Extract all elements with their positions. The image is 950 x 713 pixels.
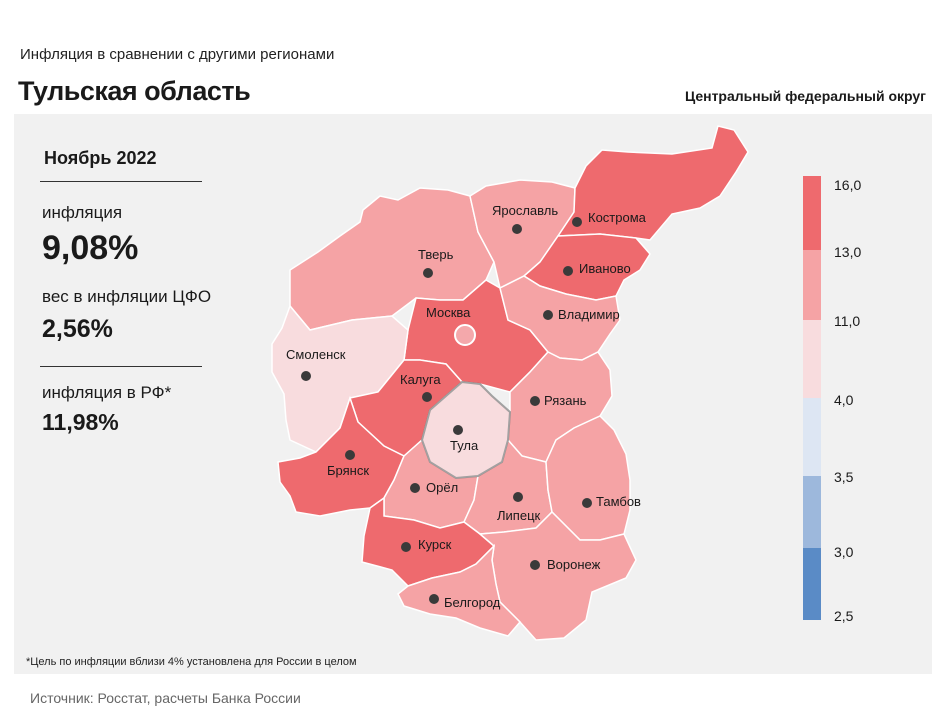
city-marker	[582, 498, 592, 508]
weight-value: 2,56%	[42, 315, 113, 343]
inflation-value: 9,08%	[42, 229, 139, 267]
city-label: Тверь	[418, 247, 454, 262]
rf-inflation-value: 11,98%	[42, 409, 119, 435]
city-label: Тамбов	[596, 494, 641, 509]
city-label: Белгород	[444, 595, 501, 610]
legend-band	[803, 476, 821, 548]
city-marker	[513, 492, 523, 502]
city-label: Калуга	[400, 372, 441, 387]
city-marker	[429, 594, 439, 604]
region-vladimir[interactable]	[499, 275, 621, 361]
legend-band	[803, 320, 821, 398]
city-marker	[563, 266, 573, 276]
city-label: Липецк	[497, 508, 541, 523]
region-kostroma[interactable]	[556, 125, 749, 241]
region-bryansk[interactable]	[277, 395, 405, 517]
subtitle: Инфляция в сравнении с другими регионами	[20, 46, 335, 63]
legend-tick: 16,0	[834, 177, 861, 193]
legend-tick: 2,5	[834, 608, 854, 624]
weight-label: вес в инфляции ЦФО	[42, 287, 212, 306]
legend-tick: 13,0	[834, 244, 861, 260]
city-label: Орёл	[426, 480, 458, 495]
divider	[40, 181, 202, 182]
legend-band	[803, 250, 821, 320]
period-label: Ноябрь 2022	[44, 148, 157, 168]
city-label: Иваново	[579, 261, 631, 276]
city-marker	[453, 425, 463, 435]
legend-band	[803, 548, 821, 620]
legend-tick: 4,0	[834, 392, 854, 408]
footnote: *Цель по инфляции вблизи 4% установлена …	[26, 656, 357, 668]
color-scale-legend: 16,0 13,0 11,0 4,0 3,5 3,0 2,5	[803, 176, 861, 624]
city-marker	[512, 224, 522, 234]
region-belgorod[interactable]	[397, 543, 522, 637]
city-marker	[422, 392, 432, 402]
city-label: Курск	[418, 537, 452, 552]
divider	[40, 366, 202, 367]
city-marker	[530, 396, 540, 406]
legend-tick: 3,5	[834, 469, 854, 485]
city-label: Брянск	[327, 463, 369, 478]
rf-inflation-label: инфляция в РФ*	[42, 383, 172, 402]
tula-highlight-outline	[420, 380, 512, 480]
city-marker	[410, 483, 420, 493]
city-marker	[572, 217, 582, 227]
city-label: Рязань	[544, 393, 587, 408]
legend-band	[803, 398, 821, 476]
city-label: Кострома	[588, 210, 647, 225]
district-title: Центральный федеральный округ	[684, 88, 926, 104]
inflation-label: инфляция	[42, 203, 123, 222]
legend-tick: 3,0	[834, 544, 854, 560]
city-label: Воронеж	[547, 557, 601, 572]
city-marker	[530, 560, 540, 570]
city-marker	[401, 542, 411, 552]
city-label: Владимир	[558, 307, 620, 322]
city-marker	[423, 268, 433, 278]
city-label: Москва	[426, 305, 471, 320]
city-marker	[543, 310, 553, 320]
city-label: Тула	[450, 438, 479, 453]
city-label: Смоленск	[286, 347, 346, 362]
page-title: Тульская область	[18, 76, 251, 106]
legend-band	[803, 176, 821, 250]
city-marker	[345, 450, 355, 460]
moscow-marker	[454, 324, 476, 346]
source-note: Источник: Росстат, расчеты Банка России	[30, 690, 301, 706]
legend-tick: 11,0	[834, 313, 860, 329]
city-label: Ярославль	[492, 203, 558, 218]
city-marker	[301, 371, 311, 381]
